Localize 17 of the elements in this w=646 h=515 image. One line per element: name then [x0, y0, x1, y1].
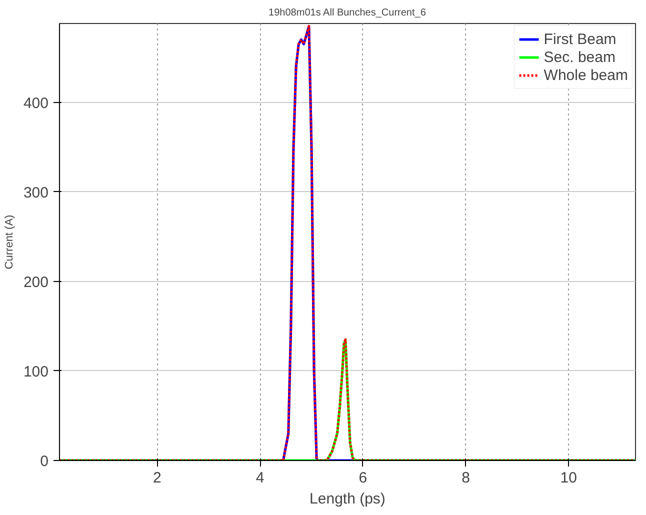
- legend-label: Sec. beam: [544, 48, 616, 66]
- y-tick-label: 300: [23, 184, 49, 202]
- legend-label: Whole beam: [544, 66, 628, 84]
- y-tick-label: 100: [23, 363, 49, 380]
- x-tick-label: 6: [358, 470, 368, 486]
- y-tick-label: 400: [23, 94, 49, 112]
- x-tick-label: 10: [560, 470, 577, 486]
- x-axis-title: Length (ps): [310, 490, 386, 508]
- legend-label: First Beam: [544, 30, 616, 48]
- line-series: [60, 24, 636, 460]
- y-tick-label: 200: [23, 274, 49, 291]
- y-axis-title: Current (A): [3, 214, 16, 270]
- y-tick-label: 0: [40, 453, 48, 470]
- x-tick-label: 4: [256, 470, 264, 486]
- chart-title: 19h08m01s All Bunches_Current_6: [268, 8, 426, 18]
- x-tick-label: 8: [462, 470, 470, 486]
- x-tick-label: 2: [153, 470, 162, 486]
